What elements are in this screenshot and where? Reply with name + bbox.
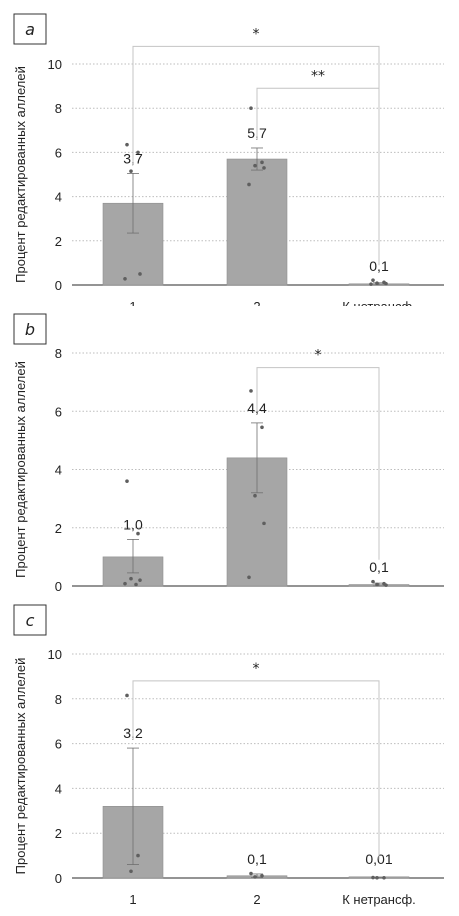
data-point [125,142,129,147]
y-tick-label: 8 [55,692,62,707]
data-label: 0,1 [369,258,389,274]
data-point [260,160,264,165]
data-point [249,389,253,393]
panel-b: b Процент редактированных аллелей 0 2 4 6 8 1,0… [0,306,459,600]
data-point [384,583,388,587]
y-tick-label: 2 [55,234,62,249]
data-label: 1,0 [123,516,143,532]
panel-label-box [13,604,47,636]
data-point [125,479,129,483]
data-point [253,493,257,498]
data-point [249,871,253,876]
y-tick-label: 8 [55,101,62,116]
significance-marker: ** [311,68,325,84]
data-point [129,169,133,173]
data-point [369,282,373,286]
data-point [134,582,138,587]
data-point [136,531,140,536]
panel-label: a [25,20,35,39]
data-point [382,875,386,880]
significance-bracket [256,367,380,560]
x-tick-label: 2 [253,892,260,907]
significance-marker: * [253,26,260,42]
y-axis-label: Процент редактированных аллелей [13,361,28,578]
y-tick-label: 4 [55,781,62,796]
y-tick-label: 0 [55,579,62,594]
data-point [247,182,251,187]
y-tick-label: 0 [55,871,62,886]
data-point [138,272,142,276]
data-point [371,579,375,584]
panel-c: c Процент редактированных аллелей 0 2 4 6 8 10 3… [0,600,459,916]
data-point [123,581,127,586]
panel-label-box [13,313,47,345]
y-tick-label: 6 [55,404,62,419]
data-point [129,869,133,874]
data-point [384,281,388,286]
data-point [371,875,375,880]
data-label: 0,1 [247,851,267,867]
y-tick-label: 6 [55,737,62,752]
data-point [129,576,133,581]
data-point [375,582,379,587]
x-tick-label: 1 [129,299,136,306]
data-point [371,278,375,282]
y-tick-label: 0 [55,278,62,293]
bar-2 [226,158,288,286]
y-tick-label: 4 [55,463,62,478]
data-point [375,875,379,880]
data-point [136,150,140,155]
y-tick-label: 6 [55,145,62,160]
data-point [125,693,129,698]
data-point [249,106,253,110]
data-label: 0,1 [369,559,389,575]
significance-bracket [256,87,380,266]
y-tick-label: 4 [55,190,62,205]
data-point [262,521,266,526]
data-point [375,281,379,286]
x-tick-label: К нетрансф. [342,299,416,306]
y-tick-label: 8 [55,346,62,361]
data-point [260,873,264,878]
data-point [262,166,266,170]
x-tick-label: К нетрансф. [342,892,416,907]
y-tick-label: 2 [55,826,62,841]
y-axis-label: Процент редактированных аллелей [13,658,28,875]
data-point [247,575,251,580]
x-tick-label: 2 [253,299,260,306]
data-point [123,277,127,281]
panel-label-box [13,13,47,45]
panel-a: a Процент редактированных аллелей 0 2 4 6 8 10 3… [0,0,459,306]
panel-label: c [26,611,35,630]
significance-marker: * [253,661,260,677]
data-point [253,875,257,879]
x-tick-label: 1 [129,892,136,907]
data-point [253,163,257,168]
data-point [136,853,140,858]
y-tick-label: 2 [55,521,62,536]
data-point [260,425,264,430]
significance-marker: * [315,348,322,364]
bar-chart-b: b Процент редактированных аллелей 0 2 4 6 8 1,0… [13,313,444,594]
significance-bracket [132,680,380,860]
y-tick-label: 10 [48,57,62,72]
y-tick-label: 10 [48,647,62,662]
y-axis-label: Процент редактированных аллелей [13,66,28,283]
panel-label: b [25,320,35,339]
data-point [138,578,142,582]
